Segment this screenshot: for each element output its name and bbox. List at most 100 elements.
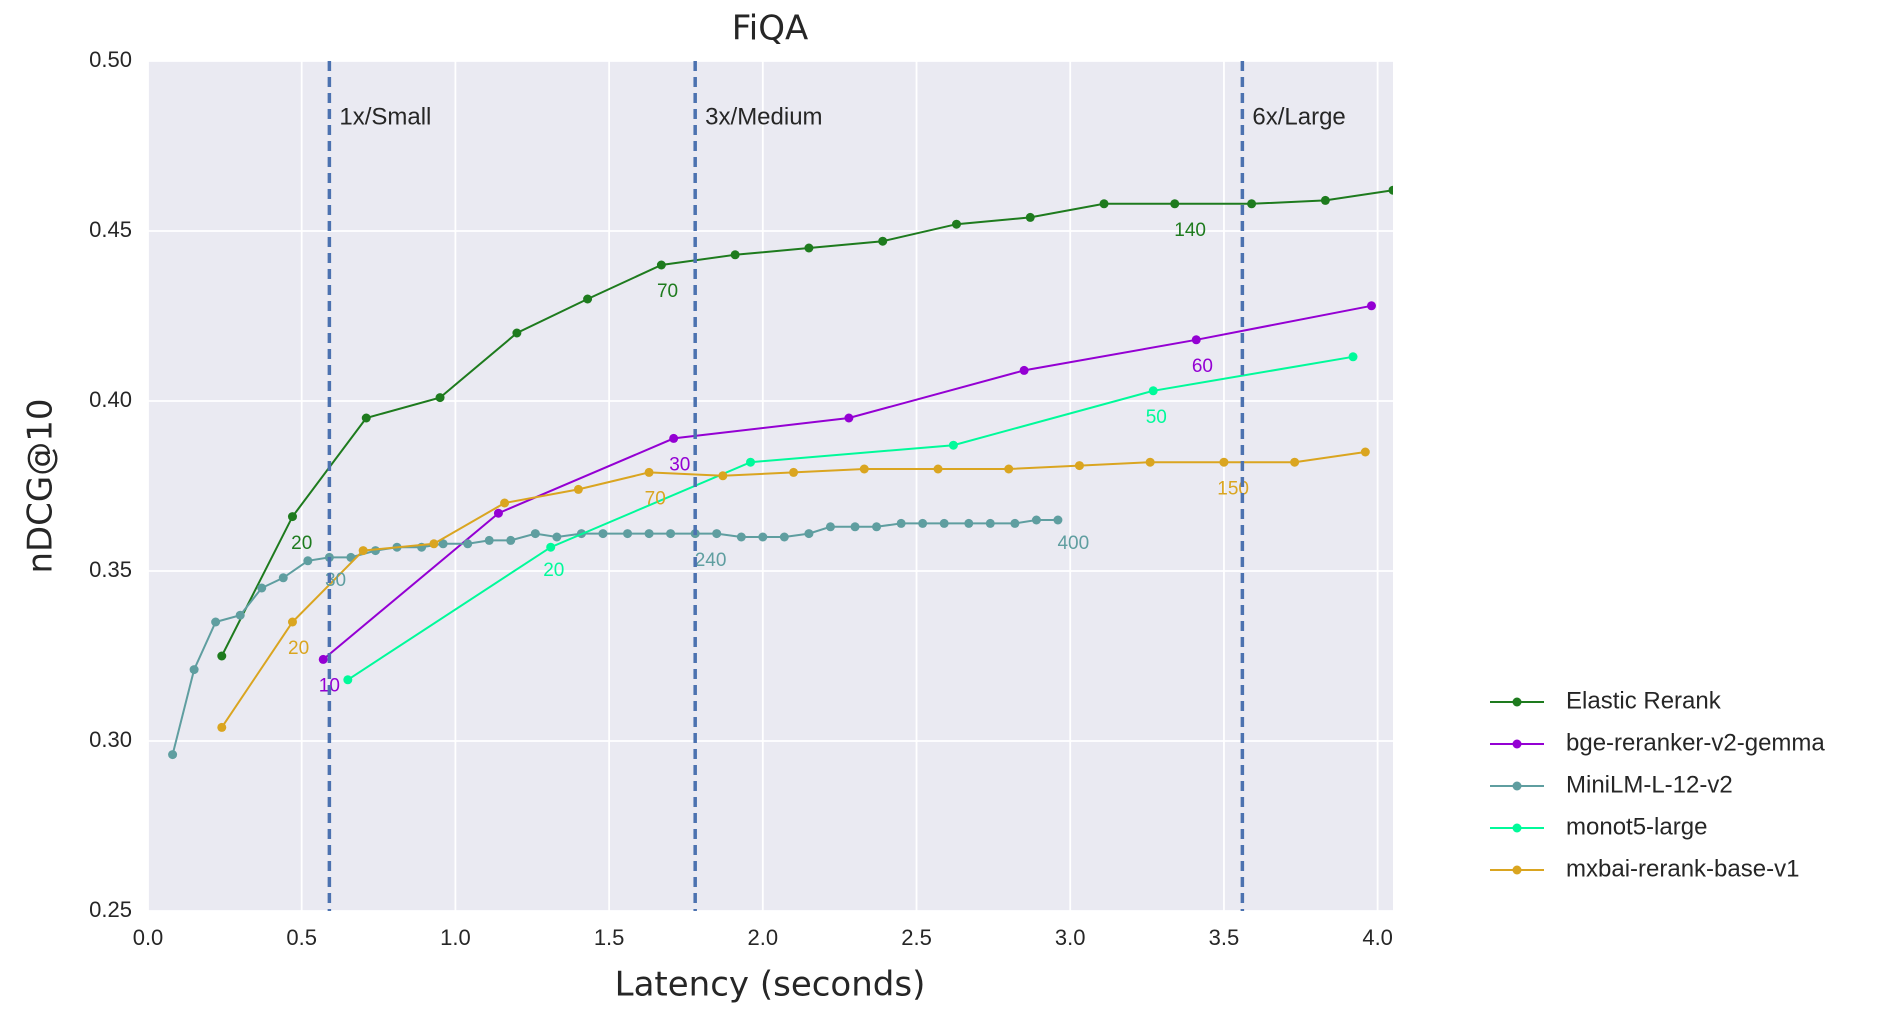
reference-label: 3x/Medium [705, 103, 822, 130]
y-axis-label: nDCG@10 [21, 398, 61, 573]
legend-marker [1512, 697, 1522, 707]
grid: 0.25 0.30 0.35 0.40 0.45 0.50 0.0 0.5 1.0 1.5 2.0 2… [89, 47, 1393, 950]
data-point [623, 529, 633, 539]
data-point [1360, 447, 1370, 457]
plot-background [148, 61, 1393, 911]
data-point [189, 665, 199, 675]
legend-label: Elastic Rerank [1566, 687, 1722, 714]
data-point [985, 518, 995, 528]
data-point [318, 654, 328, 664]
x-tick-label: 3.5 [1209, 925, 1240, 950]
series-line [171, 519, 1058, 755]
y-tick-label: 0.45 [89, 217, 132, 242]
legend-marker [1512, 739, 1522, 749]
data-point [948, 440, 958, 450]
data-point [789, 467, 799, 477]
point-label: 20 [543, 560, 564, 581]
legend-label: MiniLM-L-12-v2 [1566, 771, 1733, 798]
data-point [484, 535, 494, 545]
x-tick-label: 1.5 [594, 925, 625, 950]
data-point [583, 294, 593, 304]
data-point [736, 532, 746, 542]
data-point [964, 518, 974, 528]
data-point [878, 236, 888, 246]
x-axis-label: Latency (seconds) [615, 965, 926, 1005]
y-tick-label: 0.40 [89, 387, 132, 412]
legend-marker [1512, 781, 1522, 791]
data-point [217, 722, 227, 732]
data-point [1031, 515, 1041, 525]
data-point [1191, 335, 1201, 345]
data-point [951, 219, 961, 229]
y-tick-label: 0.30 [89, 727, 132, 752]
data-point [500, 498, 510, 508]
data-point [669, 433, 679, 443]
data-point [530, 529, 540, 539]
point-label: 70 [657, 281, 678, 302]
point-label: 50 [1146, 407, 1167, 428]
data-point [1145, 457, 1155, 467]
data-point [1074, 461, 1084, 471]
series-line [347, 355, 1354, 681]
point-label: 20 [288, 638, 309, 659]
legend-label: bge-reranker-v2-gemma [1566, 729, 1825, 756]
data-point [825, 522, 835, 532]
x-tick-label: 3.0 [1055, 925, 1086, 950]
data-point [644, 529, 654, 539]
data-point [435, 393, 445, 403]
data-point [1170, 199, 1180, 209]
data-point [506, 535, 516, 545]
reference-label: 6x/Large [1252, 103, 1345, 130]
x-tick-label: 2.5 [901, 925, 932, 950]
data-point [1290, 457, 1300, 467]
legend-marker [1512, 823, 1522, 833]
data-point [168, 750, 178, 760]
data-point [343, 675, 353, 685]
data-point [859, 464, 869, 474]
y-tick-label: 0.35 [89, 557, 132, 582]
point-label: 400 [1057, 533, 1089, 554]
point-label: 150 [1217, 478, 1249, 499]
overlay: 207014010306030240400205020701501x/Small… [288, 61, 1346, 911]
data-point [779, 532, 789, 542]
data-point [552, 532, 562, 542]
x-tick-label: 1.0 [440, 925, 471, 950]
x-tick-label: 2.0 [748, 925, 779, 950]
data-point [1219, 457, 1229, 467]
point-label: 60 [1192, 356, 1213, 377]
data-point [303, 556, 313, 566]
point-label: 240 [695, 550, 727, 571]
chart-title: FiQA [732, 9, 809, 49]
data-point [1148, 386, 1158, 396]
point-label: 70 [645, 489, 666, 510]
y-tick-label: 0.50 [89, 47, 132, 72]
data-point [493, 508, 503, 518]
data-point [361, 413, 371, 423]
data-point [1025, 212, 1035, 222]
data-point [712, 529, 722, 539]
data-point [235, 610, 245, 620]
data-point [1366, 301, 1376, 311]
legend-label: monot5-large [1566, 813, 1707, 840]
data-point [804, 529, 814, 539]
data-point [1010, 518, 1020, 528]
data-point [844, 413, 854, 423]
data-point [463, 539, 473, 549]
data-point [918, 518, 928, 528]
data-point [278, 573, 288, 583]
data-point [804, 243, 814, 253]
y-tick-label: 0.25 [89, 897, 132, 922]
point-label: 140 [1174, 220, 1206, 241]
data-point [429, 539, 439, 549]
legend: Elastic Rerank bge-reranker-v2-gemma MiniL… [1490, 687, 1825, 882]
data-point [1320, 195, 1330, 205]
data-point [1388, 185, 1393, 195]
data-point [1053, 515, 1063, 525]
data-point [438, 539, 448, 549]
data-point [1099, 199, 1109, 209]
data-point [257, 583, 267, 593]
data-point [666, 529, 676, 539]
data-point [546, 542, 556, 552]
data-point [718, 471, 728, 481]
